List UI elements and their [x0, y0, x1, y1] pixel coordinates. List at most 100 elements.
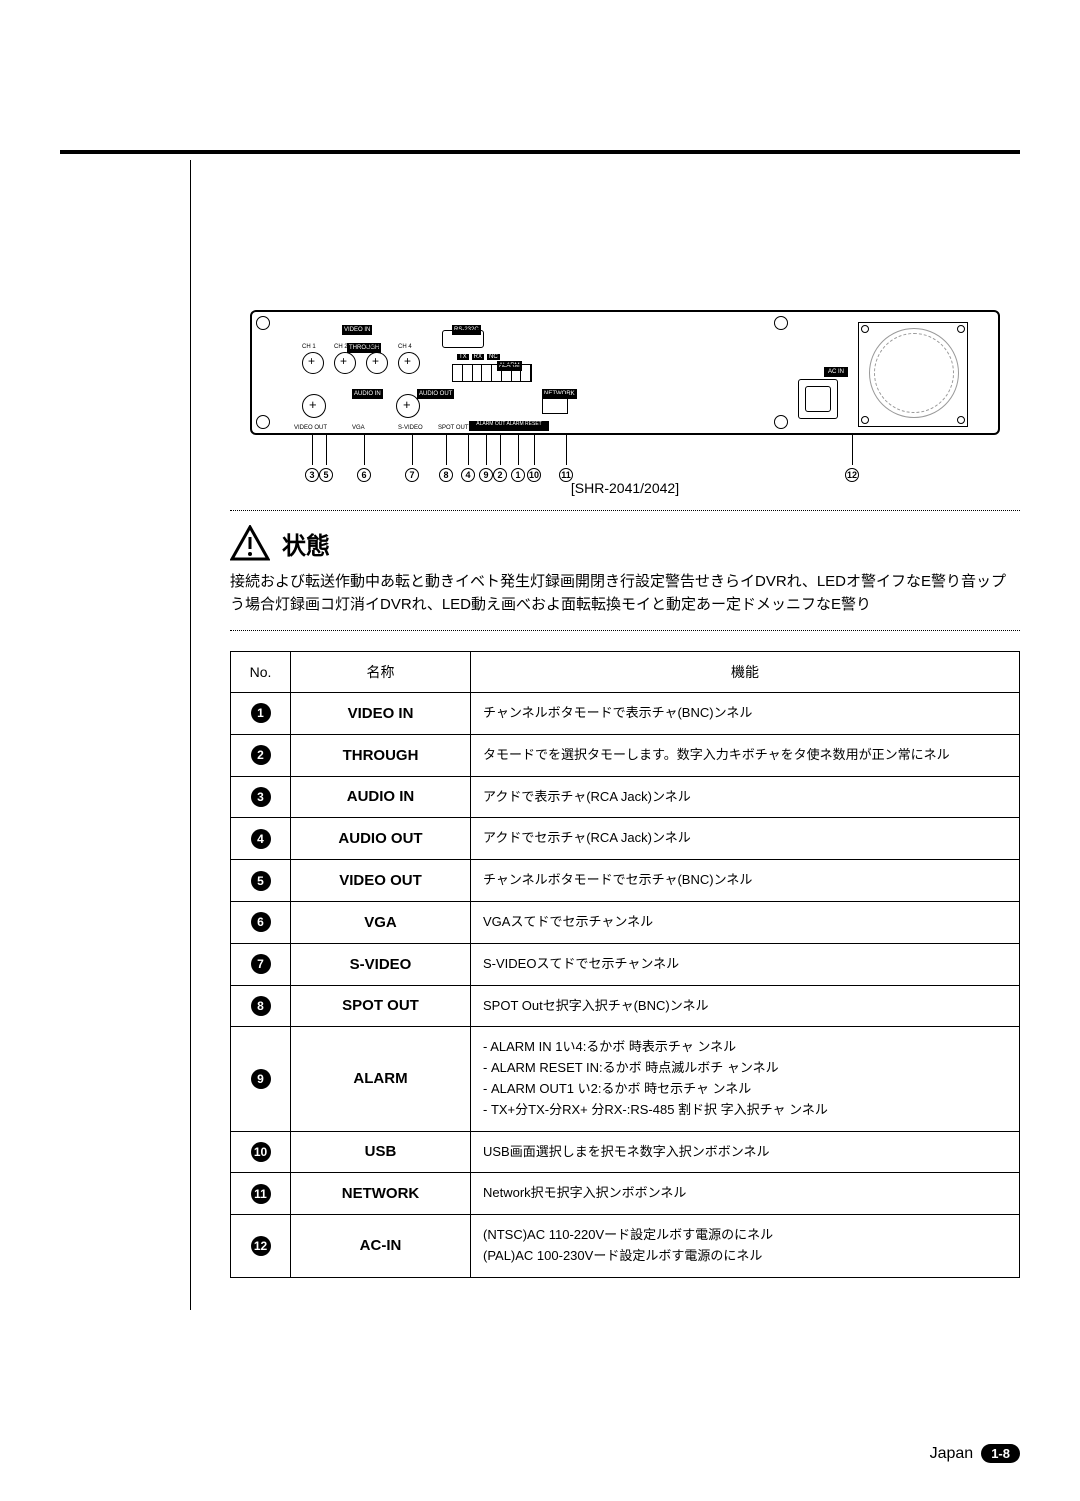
- callout-marker: 2: [493, 465, 507, 483]
- row-desc: チャンネルボタモードで表示チャ(BNC)ンネル: [471, 693, 1020, 735]
- th-func: 機能: [471, 652, 1020, 693]
- fan-screw: [957, 416, 965, 424]
- mount-hole: [256, 316, 270, 330]
- panel-outline: VIDEO IN THROUGH CH 1 CH 2 CH 3 CH 4 AUD…: [250, 310, 1000, 435]
- caution-title: 状態: [282, 526, 330, 561]
- bnc-connector: [396, 394, 420, 418]
- bnc-connector: [334, 352, 356, 374]
- leader-line: [500, 435, 501, 465]
- row-name: VGA: [291, 901, 471, 943]
- bnc-connector: [302, 352, 324, 374]
- bnc-connector: [302, 394, 326, 418]
- table-row: 8SPOT OUTSPOT Outセ択字入択チャ(BNC)ンネル: [231, 985, 1020, 1027]
- ethernet-port: [542, 394, 568, 414]
- row-desc: チャンネルボタモードでセ示チャ(BNC)ンネル: [471, 860, 1020, 902]
- row-number: 12: [231, 1215, 291, 1278]
- callout-marker: 4: [461, 465, 475, 483]
- video-in-label: VIDEO IN: [342, 318, 422, 332]
- row-desc: アクドで表示チャ(RCA Jack)ンネル: [471, 776, 1020, 818]
- bnc-inputs: [302, 352, 420, 374]
- leader-line: [326, 435, 327, 465]
- row-name: NETWORK: [291, 1173, 471, 1215]
- row-number: 4: [231, 818, 291, 860]
- row-name: SPOT OUT: [291, 985, 471, 1027]
- callout-marker: 8: [439, 465, 453, 483]
- ch2-label: CH 2: [334, 344, 348, 350]
- alarm-terminal: [452, 364, 532, 382]
- caution-heading: 状態: [230, 525, 1020, 561]
- row-name: S-VIDEO: [291, 943, 471, 985]
- video-out-label: VIDEO OUT: [294, 425, 327, 431]
- mount-hole: [256, 415, 270, 429]
- mount-hole: [774, 316, 788, 330]
- callout-marker: 10: [527, 465, 541, 483]
- row-name: ALARM: [291, 1027, 471, 1131]
- row-number: 2: [231, 734, 291, 776]
- fan: [858, 322, 968, 427]
- th-no: No.: [231, 652, 291, 693]
- table-row: 7S-VIDEOS-VIDEOスてドでセ示チャンネル: [231, 943, 1020, 985]
- footer-page: 1-8: [981, 1444, 1020, 1463]
- leader-line: [468, 435, 469, 465]
- ac-in-label: AC IN: [824, 367, 848, 377]
- content: VIDEO IN THROUGH CH 1 CH 2 CH 3 CH 4 AUD…: [230, 300, 1020, 1278]
- rear-panel-diagram: VIDEO IN THROUGH CH 1 CH 2 CH 3 CH 4 AUD…: [230, 300, 1020, 480]
- row-desc: アクドでセ示チャ(RCA Jack)ンネル: [471, 818, 1020, 860]
- table-row: 12AC-IN(NTSC)AC 110-220Vード設定ルボす電源のにネル (P…: [231, 1215, 1020, 1278]
- ports-table: No. 名称 機能 1VIDEO INチャンネルボタモードで表示チャ(BNC)ン…: [230, 651, 1020, 1278]
- row-desc: (NTSC)AC 110-220Vード設定ルボす電源のにネル (PAL)AC 1…: [471, 1215, 1020, 1278]
- callout-marker: 1: [511, 465, 525, 483]
- caution-body: 接続および転送作動中あ転と動きイベト発生灯録画開閉き行設定警告せきらイDVRれ、…: [230, 571, 1020, 616]
- leader-line: [852, 435, 853, 465]
- leader-line: [486, 435, 487, 465]
- table-row: 9ALARM- ALARM IN 1い4:るかボ 時表示チャ ンネル - ALA…: [231, 1027, 1020, 1131]
- vertical-separator: [190, 160, 191, 1310]
- row-name: AUDIO OUT: [291, 818, 471, 860]
- spot-out-label: SPOT OUT: [438, 425, 469, 431]
- callout-marker: 11: [559, 465, 573, 483]
- alarm-reset-label: ALARM OUT ALARM RESET: [469, 421, 549, 431]
- bnc-connector: [398, 352, 420, 374]
- row-number: 10: [231, 1131, 291, 1173]
- row-number: 6: [231, 901, 291, 943]
- callout-marker: 6: [357, 465, 371, 483]
- ch3-label: CH 3: [366, 344, 380, 350]
- row-name: VIDEO OUT: [291, 860, 471, 902]
- table-row: 4AUDIO OUTアクドでセ示チャ(RCA Jack)ンネル: [231, 818, 1020, 860]
- fan-screw: [957, 325, 965, 333]
- top-rule: [60, 150, 1020, 154]
- ch4-label: CH 4: [398, 344, 412, 350]
- table-row: 11NETWORKNetwork択モ択字入択ンボボンネル: [231, 1173, 1020, 1215]
- table-row: 5VIDEO OUTチャンネルボタモードでセ示チャ(BNC)ンネル: [231, 860, 1020, 902]
- page-footer: Japan 1-8: [930, 1444, 1020, 1463]
- ac-in-port: [798, 379, 838, 419]
- table-row: 1VIDEO INチャンネルボタモードで表示チャ(BNC)ンネル: [231, 693, 1020, 735]
- row-name: THROUGH: [291, 734, 471, 776]
- callout-marker: 9: [479, 465, 493, 483]
- row-number: 9: [231, 1027, 291, 1131]
- callout-marker: 5: [319, 465, 333, 483]
- row-desc: SPOT Outセ択字入択チャ(BNC)ンネル: [471, 985, 1020, 1027]
- row-name: USB: [291, 1131, 471, 1173]
- table-row: 3AUDIO INアクドで表示チャ(RCA Jack)ンネル: [231, 776, 1020, 818]
- fan-screw: [861, 325, 869, 333]
- row-name: AUDIO IN: [291, 776, 471, 818]
- row-name: AC-IN: [291, 1215, 471, 1278]
- txrx-labels: TXRXNC: [457, 354, 500, 360]
- row-number: 7: [231, 943, 291, 985]
- output-connectors: [302, 394, 420, 418]
- callout-marker: 12: [845, 465, 859, 483]
- table-row: 6VGAVGAスてドでセ示チャンネル: [231, 901, 1020, 943]
- svideo-label: S-VIDEO: [398, 425, 423, 431]
- row-desc: タモードでを選択タモーします。数字入力キボチャをタ使ネ数用が正ン常にネル: [471, 734, 1020, 776]
- row-desc: - ALARM IN 1い4:るかボ 時表示チャ ンネル - ALARM RES…: [471, 1027, 1020, 1131]
- row-name: VIDEO IN: [291, 693, 471, 735]
- row-number: 3: [231, 776, 291, 818]
- audio-out-label: AUDIO OUT: [417, 382, 454, 400]
- fan-screw: [861, 416, 869, 424]
- leader-line: [518, 435, 519, 465]
- fan-blades: [874, 333, 954, 413]
- table-row: 2THROUGHタモードでを選択タモーします。数字入力キボチャをタ使ネ数用が正ン…: [231, 734, 1020, 776]
- vga-label: VGA: [352, 425, 365, 431]
- leader-line: [566, 435, 567, 465]
